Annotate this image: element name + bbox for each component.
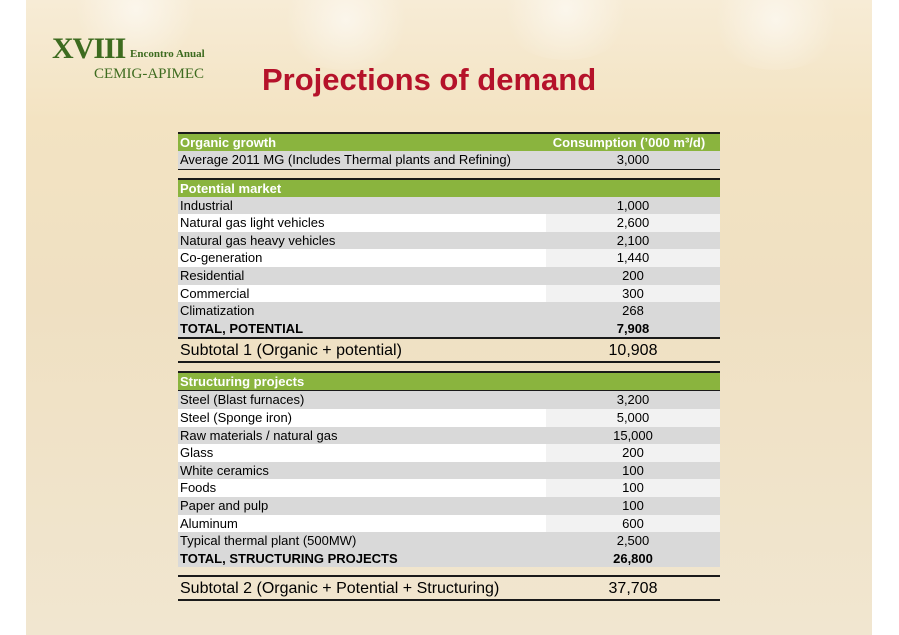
logo-event-name: Encontro Anual — [130, 48, 205, 60]
row-value: 268 — [622, 303, 644, 319]
row-label: Residential — [180, 267, 245, 283]
table-row: Climatization 268 — [178, 302, 720, 320]
subtotal2-row: Subtotal 2 (Organic + Potential + Struct… — [178, 577, 720, 602]
row-label: Natural gas light vehicles — [180, 215, 325, 231]
row-value: 1,440 — [616, 250, 650, 266]
row-value: 10,908 — [608, 342, 658, 360]
row-value: 100 — [622, 497, 644, 513]
table-row: White ceramics 100 — [178, 461, 720, 480]
page-title: Projections of demand — [262, 62, 597, 97]
row-label: Subtotal 2 (Organic + Potential + Struct… — [180, 580, 500, 598]
row-label: Climatization — [180, 303, 255, 319]
row-value: 1,000 — [616, 197, 650, 213]
row-value: 600 — [622, 515, 644, 531]
row-value: 7,908 — [616, 320, 650, 336]
divider — [178, 390, 720, 392]
table-row: Natural gas heavy vehicles 2,100 — [178, 231, 720, 250]
row-label: Commercial — [180, 285, 250, 301]
section-title: Structuring projects — [180, 374, 305, 390]
logo-roman-numeral: XVIII — [52, 32, 126, 65]
row-label: Industrial — [180, 197, 233, 213]
table-row: Paper and pulp 100 — [178, 496, 720, 515]
subtotal1-row: Subtotal 1 (Organic + potential) 10,908 — [178, 339, 720, 364]
header-label: Organic growth — [180, 135, 277, 150]
row-value: 5,000 — [616, 409, 650, 425]
table-row: Commercial 300 — [178, 284, 720, 303]
background-glow — [706, 0, 846, 70]
table-row: Typical thermal plant (500MW) 2,500 — [178, 532, 720, 550]
row-value: 100 — [622, 462, 644, 478]
row-label: Steel (Blast furnaces) — [180, 392, 305, 408]
section-title: Potential market — [180, 180, 282, 196]
table-row: Steel (Blast furnaces) 3,200 — [178, 391, 720, 409]
row-value: 300 — [622, 285, 644, 301]
potential-rows: Industrial 1,000 Natural gas light vehicle… — [178, 196, 720, 320]
structuring-total-row: TOTAL, STRUCTURING PROJECTS 26,800 — [178, 549, 720, 568]
section-header-potential: Potential market — [178, 177, 720, 197]
table-row: Natural gas light vehicles 2,600 — [178, 214, 720, 232]
row-value: 3,000 — [616, 152, 650, 167]
row-label: Subtotal 1 (Organic + potential) — [180, 342, 402, 360]
row-label: Glass — [180, 445, 214, 461]
row-label: Average 2011 MG (Includes Thermal plants… — [180, 152, 511, 167]
row-label: Steel (Sponge iron) — [180, 409, 293, 425]
table-row: Glass 200 — [178, 444, 720, 462]
row-label: Natural gas heavy vehicles — [180, 232, 336, 248]
logo-organization: CEMIG-APIMEC — [94, 66, 205, 82]
row-value: 26,800 — [613, 550, 653, 566]
table-row: Foods 100 — [178, 479, 720, 497]
row-label: Co-generation — [180, 250, 263, 266]
background-glow — [496, 0, 636, 60]
table-row: Aluminum 600 — [178, 514, 720, 533]
row-value: 2,600 — [616, 215, 650, 231]
potential-total-row: TOTAL, POTENTIAL 7,908 — [178, 319, 720, 338]
row-label: Typical thermal plant (500MW) — [180, 533, 357, 549]
row-label: Raw materials / natural gas — [180, 427, 338, 443]
divider — [178, 337, 720, 340]
row-label: White ceramics — [180, 462, 269, 478]
table-row: Industrial 1,000 — [178, 196, 720, 215]
row-value: 200 — [622, 267, 644, 283]
structuring-rows: Steel (Blast furnaces) 3,200 Steel (Sponge… — [178, 391, 720, 550]
margin-left — [0, 0, 26, 635]
divider — [178, 168, 720, 170]
row-value: 3,200 — [616, 392, 650, 408]
row-label: TOTAL, STRUCTURING PROJECTS — [180, 550, 398, 566]
row-label: TOTAL, POTENTIAL — [180, 320, 304, 336]
row-value: 200 — [622, 445, 644, 461]
demand-table: Organic growth Consumption (’000 m³/d) A… — [178, 132, 720, 602]
table-row: Residential 200 — [178, 266, 720, 285]
row-value: 2,100 — [616, 232, 650, 248]
row-label: Paper and pulp — [180, 497, 269, 513]
row-label: Aluminum — [180, 515, 238, 531]
header-value: Consumption (’000 m³/d) — [552, 135, 706, 150]
row-value: 15,000 — [613, 427, 653, 443]
table-row: Steel (Sponge iron) 5,000 — [178, 408, 720, 427]
row-value: 2,500 — [616, 533, 650, 549]
row-label: Foods — [180, 480, 217, 496]
divider — [178, 575, 720, 578]
row-value: 37,708 — [608, 580, 658, 598]
background-glow — [276, 0, 416, 70]
table-header-row: Organic growth Consumption (’000 m³/d) — [178, 132, 720, 151]
row-value: 100 — [622, 480, 644, 496]
event-logo: XVIII Encontro Anual CEMIG-APIMEC — [52, 34, 232, 86]
section-header-structuring: Structuring projects — [178, 371, 720, 391]
table-row: Co-generation 1,440 — [178, 249, 720, 267]
organic-row: Average 2011 MG (Includes Thermal plants… — [178, 151, 720, 169]
table-row: Raw materials / natural gas 15,000 — [178, 426, 720, 445]
margin-right — [872, 0, 899, 635]
